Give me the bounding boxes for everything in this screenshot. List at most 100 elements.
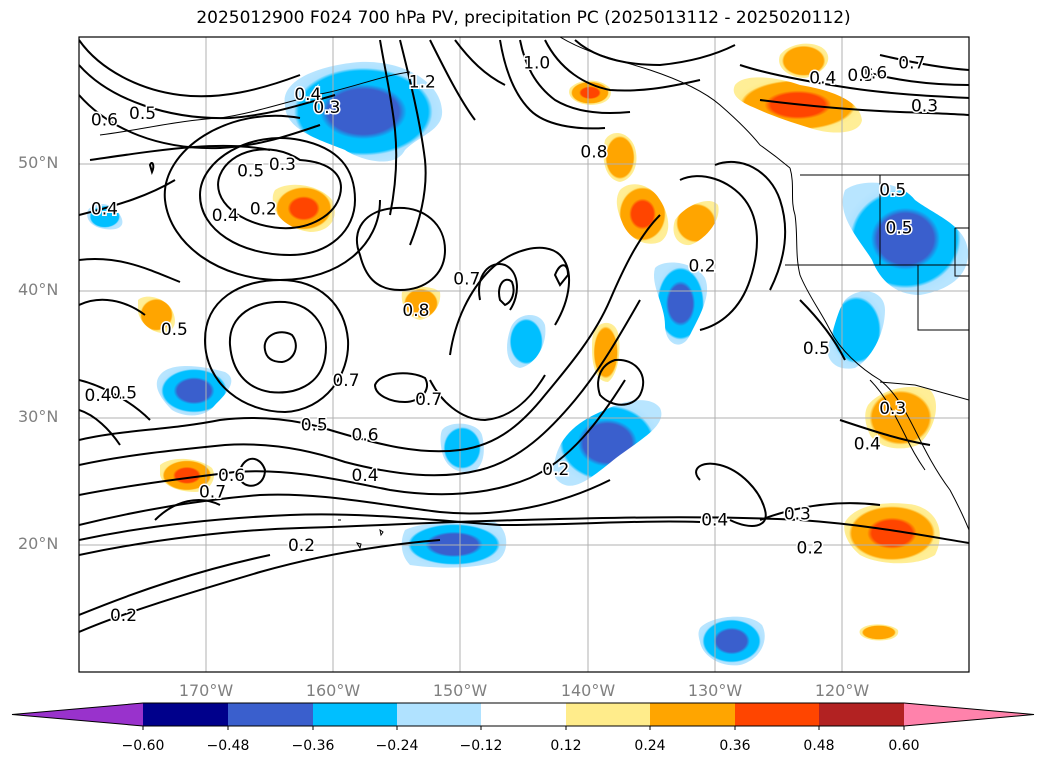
chart-title: 2025012900 F024 700 hPa PV, precipitatio… [196, 8, 851, 28]
contour-label-15: 0.2 [250, 199, 277, 219]
shade-subtropical-positive-west [160, 458, 215, 492]
contour-label-23: 0.7 [332, 371, 359, 391]
contour-label-7: 0.4 [809, 69, 836, 89]
contour-label-2: 0.5 [129, 104, 156, 124]
colorbar-segment-2 [313, 703, 397, 726]
lon-tick-120w: 120°W [814, 681, 870, 700]
lon-tick-140w: 140°W [560, 681, 616, 700]
shade-pacific-nw-negative [842, 182, 969, 295]
contour-labels: 0.30.40.50.61.21.00.80.4 0.50.60.70.30.30… [83, 52, 939, 627]
shade-ne-pacific-positive [616, 184, 669, 244]
contour-label-1: 0.4 [294, 85, 321, 105]
colorbar [11, 702, 1035, 730]
shade-central-pacific-negative-3 [440, 423, 484, 473]
border-states-3 [917, 265, 969, 331]
contour-label-6: 0.8 [580, 142, 607, 162]
lon-tick-130w: 130°W [687, 681, 743, 700]
coastline-aleutians [99, 71, 411, 136]
colorbar-tick-pos-048: 0.48 [803, 738, 835, 754]
coastline-hawaii-2 [355, 542, 362, 550]
contour-label-31: 0.4 [352, 466, 379, 486]
contour-label-35: 0.4 [854, 434, 881, 454]
colorbar-segment-5 [566, 703, 650, 726]
lat-tick-20: 20°N [18, 534, 59, 553]
contour-label-29: 0.6 [218, 466, 245, 486]
contour-label-40: 0.2 [110, 606, 137, 626]
border-us-mexico [879, 381, 969, 401]
colorbar-segment-3 [397, 703, 481, 726]
contour-label-21: 0.8 [402, 301, 429, 321]
contour-label-34: 0.3 [879, 399, 906, 419]
contour-label-5: 1.0 [523, 53, 550, 73]
contour-label-0: 0.3 [313, 98, 340, 118]
coastline-north-america [789, 167, 969, 531]
contour-label-27: 0.5 [301, 415, 328, 435]
shade-hawaii-negative [401, 521, 507, 568]
contour-label-9: 0.6 [860, 64, 887, 84]
colorbar-tick-pos-060: 0.60 [888, 738, 920, 754]
contour-label-17: 0.5 [879, 180, 906, 200]
colorbar-tick-neg-048: −0.48 [206, 738, 250, 754]
colorbar-tick-neg-036: −0.36 [291, 738, 335, 754]
colorbar-tick-pos-036: 0.36 [719, 738, 751, 754]
colorbar-segment-8 [819, 703, 904, 726]
lat-tick-40: 40°N [18, 280, 59, 299]
contour-label-16: 0.4 [91, 199, 118, 219]
colorbar-tick-neg-024: −0.24 [375, 738, 419, 754]
contour-label-14: 0.4 [212, 206, 239, 226]
shade-subtropical-negative-west [156, 366, 232, 416]
shade-ne-pacific-positive-2 [603, 133, 637, 182]
contour-label-24: 0.7 [415, 390, 442, 410]
colorbar-extend-max [904, 703, 1034, 726]
contour-label-22: 0.5 [161, 320, 188, 340]
colorbar-segment-6 [650, 703, 735, 726]
shade-gulf-of-alaska-negative [284, 61, 443, 162]
colorbar-tick-neg-060: −0.60 [121, 738, 165, 754]
contour-label-3: 0.6 [91, 111, 118, 131]
lon-tick-160w: 160°W [305, 681, 361, 700]
plot-area: 0.30.40.50.61.21.00.80.4 0.50.60.70.30.30… [79, 37, 969, 672]
contour-label-13: 0.5 [237, 161, 264, 181]
contour-label-38: 0.2 [797, 539, 824, 559]
shade-tropical-negative [698, 616, 765, 666]
contour-label-36: 0.4 [701, 511, 728, 531]
contour-label-11: 0.3 [911, 97, 938, 117]
colorbar-tick-pos-012: 0.12 [550, 738, 582, 754]
colorbar-segment-0 [143, 703, 228, 726]
colorbar-segment-4 [481, 703, 566, 726]
contour-label-32: 0.2 [542, 460, 569, 480]
shade-mexico-positive [844, 503, 940, 564]
lat-tick-50: 50°N [18, 153, 59, 172]
contour-label-37: 0.3 [784, 504, 811, 524]
plot-frame [78, 36, 970, 673]
shade-west-positive [138, 296, 175, 333]
colorbar-extend-min [12, 703, 143, 726]
border-states-4 [954, 227, 969, 277]
shade-california-negative [827, 291, 885, 369]
lon-tick-170w: 170°W [178, 681, 234, 700]
contour-label-26: 0.4 [85, 386, 112, 406]
colorbar-tick-pos-024: 0.24 [634, 738, 666, 754]
coastline-hawaii-1 [379, 528, 384, 537]
colorbar-tick-neg-012: −0.12 [459, 738, 503, 754]
shade-ne-pacific-positive-3 [673, 200, 719, 246]
contour-label-33: 0.5 [803, 339, 830, 359]
lon-tick-150w: 150°W [432, 681, 488, 700]
contour-label-30: 0.7 [199, 483, 226, 503]
contour-label-19: 0.2 [688, 257, 715, 277]
contour-label-10: 0.7 [898, 53, 925, 73]
shade-bc-coast-positive-north [779, 43, 829, 78]
contour-label-12: 0.3 [269, 155, 296, 175]
contour-label-28: 0.6 [352, 426, 379, 446]
shade-central-pacific-negative-1 [653, 262, 708, 345]
contour-label-18: 0.5 [886, 219, 913, 239]
shade-north-pacific-positive [272, 184, 335, 232]
shade-tropical-positive-small [859, 624, 899, 641]
contour-label-39: 0.2 [288, 536, 315, 556]
contour-label-25: 0.5 [110, 384, 137, 404]
shade-central-positive [401, 286, 441, 320]
lat-tick-30: 30°N [18, 407, 59, 426]
shade-subtropical-negative-band [553, 400, 662, 486]
contour-label-8: 0.5 [847, 66, 874, 86]
